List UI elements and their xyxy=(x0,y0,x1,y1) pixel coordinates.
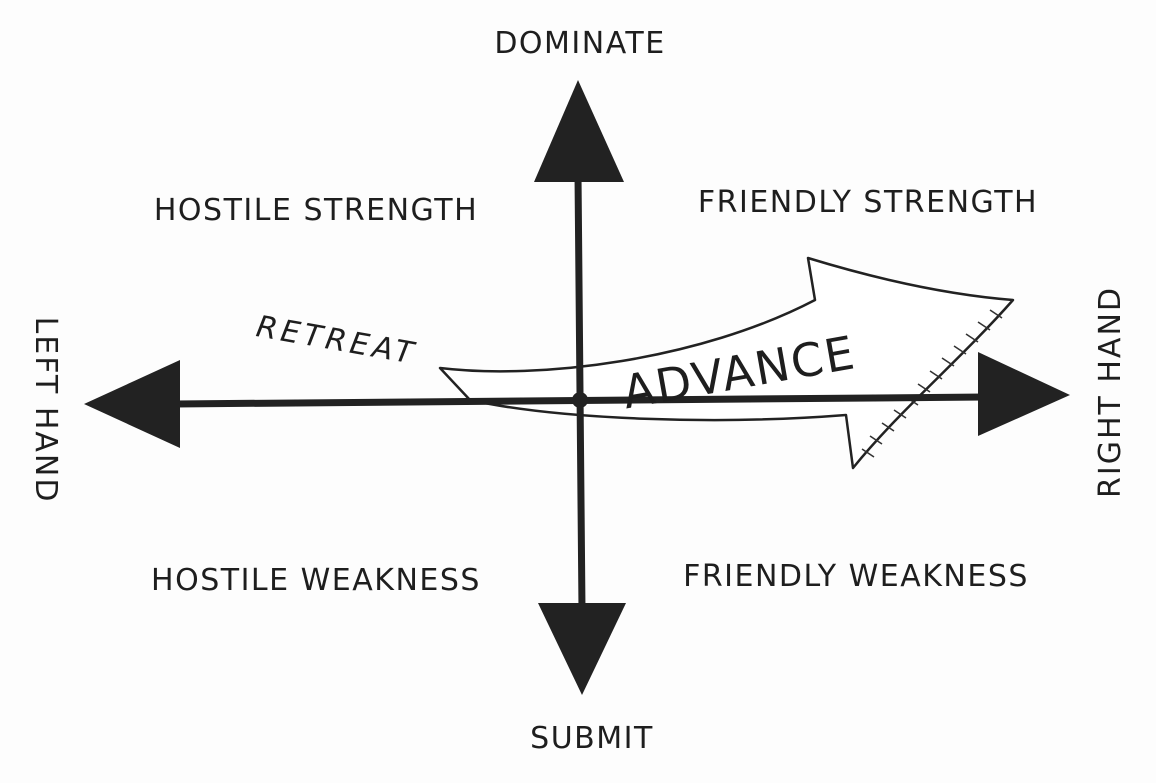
advance-arrow xyxy=(438,256,1015,470)
friendly-strength-label: FRIENDLY STRENGTH xyxy=(698,185,1038,220)
origin-dot xyxy=(572,392,588,408)
retreat-label: RETREAT xyxy=(254,309,420,372)
friendly-weakness-label: FRIENDLY WEAKNESS xyxy=(683,559,1029,594)
right-hand-label: RIGHT HAND xyxy=(1093,286,1128,498)
hostile-strength-label: HOSTILE STRENGTH xyxy=(154,193,478,228)
left-hand-label: LEFT HAND xyxy=(28,317,63,504)
hostile-weakness-label: HOSTILE WEAKNESS xyxy=(151,563,481,598)
submit-label: SUBMIT xyxy=(530,721,654,756)
top-arrowhead xyxy=(534,80,624,182)
right-arrowhead xyxy=(978,352,1070,436)
advance-arrow-texture xyxy=(861,309,1003,458)
bottom-arrowhead xyxy=(538,603,626,695)
dominate-label: DOMINATE xyxy=(494,26,665,61)
left-arrowhead xyxy=(84,360,180,448)
